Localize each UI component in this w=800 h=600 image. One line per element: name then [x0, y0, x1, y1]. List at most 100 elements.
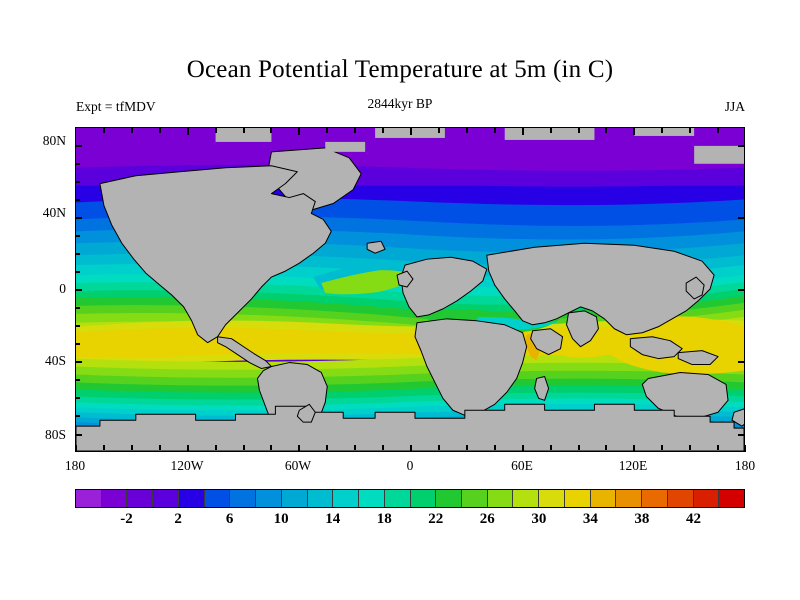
landmass-group: [76, 147, 744, 451]
x-major-tick-top: [410, 128, 412, 135]
x-minor-tick-top: [354, 128, 356, 133]
colorbar-cell: [281, 490, 308, 507]
x-minor-tick: [438, 445, 440, 450]
x-minor-tick-top: [717, 128, 719, 133]
colorbar-cell: [513, 490, 540, 507]
x-tick-label-60w: 60W: [284, 458, 312, 473]
land-japan: [685, 276, 705, 300]
colorbar-tick-label: 30: [531, 511, 547, 527]
colorbar-tick-label: 10: [273, 511, 289, 527]
x-tick-label-0: 0: [406, 458, 414, 473]
x-minor-tick: [103, 445, 105, 450]
x-major-tick: [410, 445, 412, 452]
x-tick-label-180w: 180: [64, 458, 86, 473]
x-major-tick: [744, 445, 746, 452]
colorbar-cell: [539, 490, 565, 507]
x-minor-tick-top: [103, 128, 105, 133]
x-minor-tick: [131, 445, 133, 450]
x-tick-label-180e: 180: [734, 458, 756, 473]
colorbar-cell: [230, 490, 257, 507]
colorbar-cell: [384, 490, 411, 507]
x-minor-tick: [661, 445, 663, 450]
land-india: [566, 310, 599, 348]
y-minor-tick: [75, 397, 80, 399]
y-minor-tick: [75, 253, 80, 255]
colorbar-tick-label: 42: [685, 511, 701, 527]
x-minor-tick: [270, 445, 272, 450]
season-label: JJA: [724, 99, 745, 114]
colorbar-tick-label: 22: [428, 511, 444, 527]
y-minor-tick: [75, 415, 80, 417]
x-tick-label-120e: 120E: [618, 458, 648, 473]
x-minor-tick-top: [661, 128, 663, 133]
x-minor-tick-top: [578, 128, 580, 133]
y-minor-tick: [75, 163, 80, 165]
y-minor-tick: [75, 379, 80, 381]
y-minor-tick: [75, 235, 80, 237]
x-major-tick-top: [633, 128, 635, 135]
x-minor-tick: [494, 445, 496, 450]
colorbar-cell: [693, 490, 720, 507]
colorbar-cell: [462, 490, 488, 507]
map-plot-area: [75, 127, 745, 452]
colorbar-cell: [719, 490, 745, 507]
colorbar-tick-label: 18: [376, 511, 392, 527]
x-minor-tick-top: [215, 128, 217, 133]
x-minor-tick: [605, 445, 607, 450]
page-title: Ocean Potential Temperature at 5m (in C): [186, 56, 614, 83]
y-major-tick: [75, 434, 82, 436]
x-minor-tick-top: [243, 128, 245, 133]
colorbar-cell: [564, 490, 591, 507]
x-minor-tick: [689, 445, 691, 450]
x-minor-tick-top: [159, 128, 161, 133]
y-minor-tick: [75, 343, 80, 345]
colorbar-cell: [101, 490, 128, 507]
land-europe: [400, 256, 488, 318]
land-asia: [486, 242, 715, 336]
colorbar-tick-label: 6: [225, 511, 234, 527]
colorbar-cell: [487, 490, 514, 507]
colorbar-tick-label: 26: [479, 511, 495, 527]
y-tick-label-80s: 80S: [44, 427, 66, 442]
y-minor-tick: [75, 271, 80, 273]
land-madagascar: [534, 375, 550, 401]
x-major-tick: [522, 445, 524, 452]
x-minor-tick: [466, 445, 468, 450]
x-major-tick-top: [298, 128, 300, 135]
colorbar-cell: [153, 490, 179, 507]
x-major-tick: [75, 445, 77, 452]
colorbar-cell: [178, 490, 205, 507]
x-minor-tick-top: [550, 128, 552, 133]
x-major-tick-top: [522, 128, 524, 135]
colorbar: [75, 489, 745, 508]
colorbar-cell: [436, 490, 463, 507]
x-major-tick: [633, 445, 635, 452]
y-minor-tick: [75, 181, 80, 183]
world-sst-map: [76, 128, 744, 451]
x-minor-tick-top: [270, 128, 272, 133]
y-major-tick: [75, 361, 82, 363]
x-tick-label-60e: 60E: [511, 458, 533, 473]
y-minor-tick: [75, 199, 80, 201]
land-new-zealand: [731, 408, 744, 427]
land-antarctica: [76, 403, 744, 451]
y-major-tick-right: [738, 145, 745, 147]
y-major-tick: [75, 289, 82, 291]
y-major-tick: [75, 217, 82, 219]
y-tick-label-80n: 80N: [42, 133, 66, 148]
x-minor-tick-top: [438, 128, 440, 133]
colorbar-tick-label: 14: [325, 511, 341, 527]
x-minor-tick: [578, 445, 580, 450]
feature-gulf-stream-warm: [321, 270, 419, 295]
experiment-label: Expt = tfMDV: [76, 99, 156, 114]
period-label: 2844kyr BP: [367, 96, 433, 111]
colorbar-cell: [204, 490, 231, 507]
y-major-tick-right: [738, 434, 745, 436]
y-tick-label-40s: 40S: [44, 353, 66, 368]
y-major-tick-right: [738, 289, 745, 291]
x-minor-tick: [326, 445, 328, 450]
x-minor-tick-top: [326, 128, 328, 133]
x-major-tick: [187, 445, 189, 452]
land-new-guinea: [677, 350, 719, 366]
